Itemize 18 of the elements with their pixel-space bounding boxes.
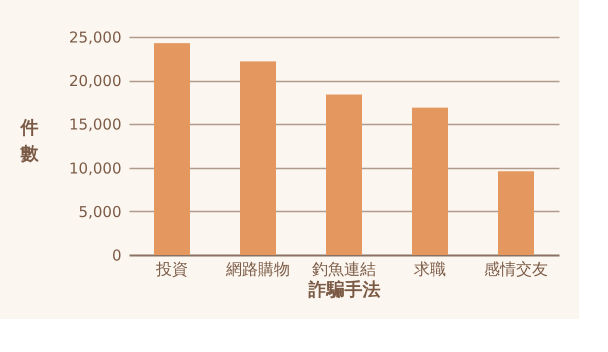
x-axis-title: 詐騙手法 — [308, 280, 380, 300]
x-tick-label: 投資 — [155, 260, 188, 278]
bar — [326, 94, 362, 255]
x-tick-label: 求職 — [414, 260, 446, 278]
y-tick-label: 20,000 — [69, 72, 122, 90]
y-tick-label: 5,000 — [78, 202, 122, 221]
y-tick-label: 15,000 — [69, 116, 122, 134]
bar — [498, 171, 534, 255]
bar — [240, 61, 276, 255]
y-tick-label: 0 — [112, 246, 122, 264]
x-tick-label: 感情交友 — [484, 260, 548, 278]
x-tick-label: 網路購物 — [225, 260, 290, 278]
bar — [154, 43, 190, 255]
y-axis-title: 件數 — [20, 118, 40, 164]
y-tick-label: 10,000 — [69, 159, 122, 178]
x-tick-label: 釣魚連結 — [312, 260, 376, 278]
y-tick-label: 25,000 — [69, 28, 122, 46]
bar — [412, 108, 448, 255]
